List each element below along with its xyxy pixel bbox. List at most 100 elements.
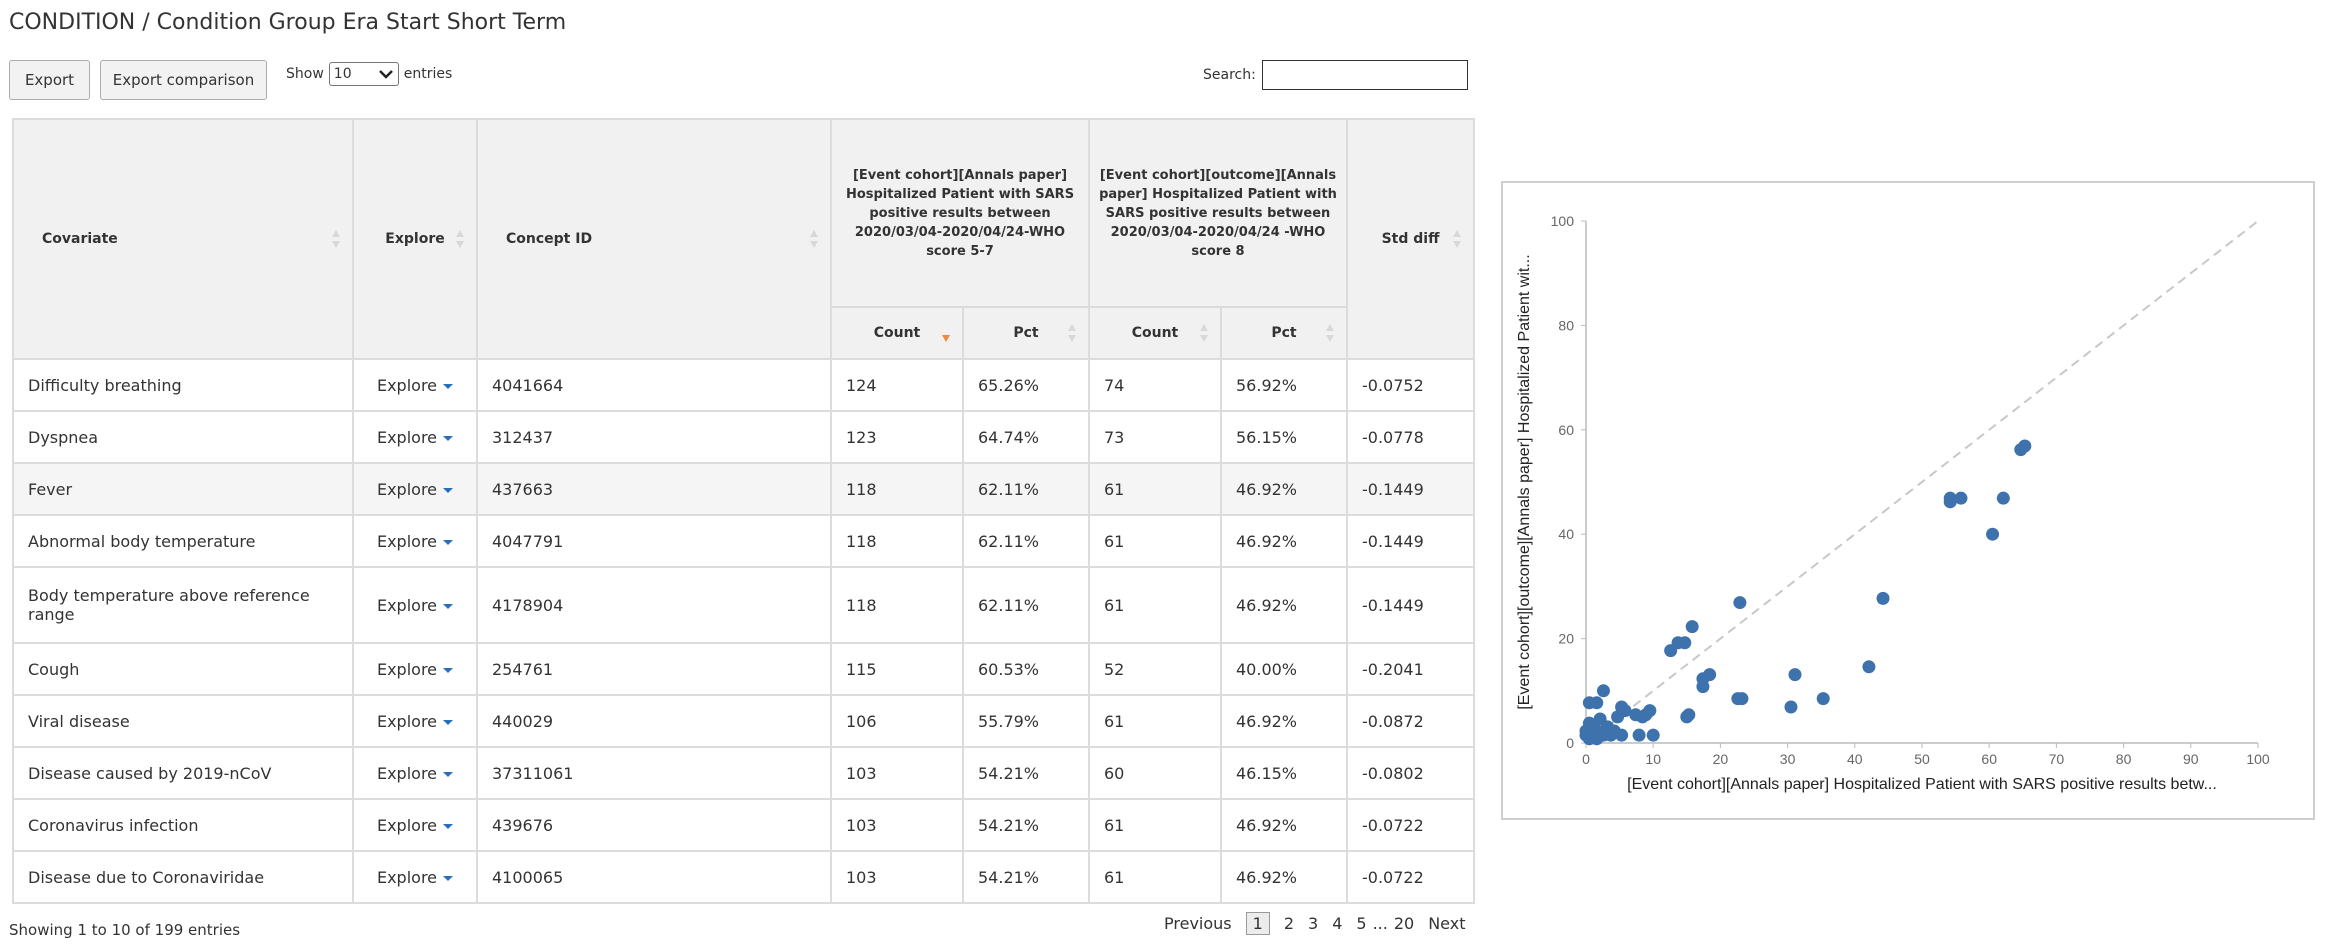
explore-dropdown[interactable]: Explore [352,410,478,464]
pct-comparator-cell: 46.92% [1220,462,1348,516]
data-point [1629,708,1643,722]
data-point [1680,710,1694,724]
explore-label: Explore [376,479,438,499]
count-comparator-cell: 61 [1088,462,1222,516]
concept-id-link[interactable]: 4100065 [476,850,832,904]
y-tick-label: 100 [1551,213,1575,229]
concept-id-link[interactable]: 4047791 [476,514,832,568]
table-row: Disease due to Coronaviridae Explore 41000… [12,850,1475,904]
pager-page[interactable]: 5 [1356,914,1367,933]
count-comparator-cell: 61 [1088,694,1222,748]
data-point [1996,491,2010,505]
pager-previous[interactable]: Previous [1164,914,1232,933]
pct-target-cell: 65.26% [962,358,1090,412]
pager-page[interactable]: 4 [1332,914,1343,933]
concept-id-link[interactable]: 440029 [476,694,832,748]
count-target-cell: 115 [830,642,964,696]
data-point [1788,668,1802,682]
header-pct-comparator[interactable]: Pct [1220,306,1348,360]
data-point [1646,728,1660,742]
explore-label: Explore [376,595,438,615]
pager-page[interactable]: 3 [1308,914,1319,933]
concept-id-link[interactable]: 254761 [476,642,832,696]
std-diff-cell: -0.0872 [1346,694,1475,748]
concept-id-link[interactable]: 312437 [476,410,832,464]
export-comparison-button[interactable]: Export comparison [100,60,267,100]
concept-id-link[interactable]: 437663 [476,462,832,516]
covariate-cell: Body temperature above reference range [12,566,354,644]
pager-page-current[interactable]: 1 [1245,912,1270,935]
data-point [1611,710,1625,724]
export-button[interactable]: Export [9,60,90,100]
count-target-cell: 103 [830,746,964,800]
count-comparator-cell: 60 [1088,746,1222,800]
explore-dropdown[interactable]: Explore [352,462,478,516]
data-point [1816,692,1830,706]
header-concept-id[interactable]: Concept ID [476,118,832,360]
pager-page[interactable]: 2 [1283,914,1294,933]
pct-target-cell: 62.11% [962,514,1090,568]
page-length-value: 10 [333,66,352,82]
pager-ellipsis: ... [1372,914,1388,933]
count-comparator-cell: 61 [1088,514,1222,568]
explore-dropdown[interactable]: Explore [352,798,478,852]
explore-dropdown[interactable]: Explore [352,642,478,696]
count-target-cell: 103 [830,850,964,904]
explore-dropdown[interactable]: Explore [352,358,478,412]
search-input[interactable] [1261,60,1468,90]
std-diff-cell: -0.2041 [1346,642,1475,696]
data-point [1862,660,1876,674]
explore-dropdown[interactable]: Explore [352,746,478,800]
x-tick-label: 90 [2183,751,2199,767]
sort-icon [1453,230,1461,248]
explore-label: Explore [376,531,438,551]
count-comparator-cell: 61 [1088,850,1222,904]
header-std-diff[interactable]: Std diff [1346,118,1475,360]
sort-icon [1068,324,1076,342]
explore-dropdown[interactable]: Explore [352,566,478,644]
x-tick-label: 20 [1713,751,1729,767]
x-tick-label: 70 [2049,751,2065,767]
sort-desc-icon [942,324,950,342]
y-tick-label: 60 [1558,422,1574,438]
pct-comparator-cell: 46.92% [1220,694,1348,748]
data-point [1731,692,1745,706]
header-count-target[interactable]: Count [830,306,964,360]
y-tick-label: 20 [1558,631,1574,647]
explore-dropdown[interactable]: Explore [352,850,478,904]
table-row: Fever Explore 437663 118 62.11% 61 46.92% -0.14… [12,462,1475,516]
x-tick-label: 0 [1582,751,1590,767]
header-covariate[interactable]: Covariate [12,118,354,360]
explore-dropdown[interactable]: Explore [352,514,478,568]
table-row: Cough Explore 254761 115 60.53% 52 40.00% -0.20… [12,642,1475,696]
caret-down-icon [443,875,454,881]
pct-target-cell: 62.11% [962,566,1090,644]
count-target-cell: 118 [830,566,964,644]
sort-icon [456,230,464,248]
page-length-select[interactable]: 10 [328,62,399,86]
explore-label: Explore [376,659,438,679]
explore-label: Explore [376,375,438,395]
explore-dropdown[interactable]: Explore [352,694,478,748]
count-comparator-cell: 52 [1088,642,1222,696]
pager-next[interactable]: Next [1428,914,1466,933]
concept-id-link[interactable]: 4178904 [476,566,832,644]
x-tick-label: 80 [2116,751,2132,767]
pager-page-last[interactable]: 20 [1393,914,1415,933]
pct-comparator-cell: 46.92% [1220,798,1348,852]
concept-id-link[interactable]: 4041664 [476,358,832,412]
pagination: Previous 1 2 3 4 5 ... 20 Next [1164,912,1465,935]
covariate-cell: Disease due to Coronaviridae [12,850,354,904]
data-point [1590,732,1604,746]
concept-id-link[interactable]: 439676 [476,798,832,852]
header-pct-target[interactable]: Pct [962,306,1090,360]
std-diff-cell: -0.0778 [1346,410,1475,464]
data-point [1943,491,1957,505]
data-point [1685,620,1699,634]
count-target-cell: 123 [830,410,964,464]
header-explore[interactable]: Explore [352,118,478,360]
covariate-cell: Viral disease [12,694,354,748]
header-count-comparator[interactable]: Count [1088,306,1222,360]
concept-id-link[interactable]: 37311061 [476,746,832,800]
explore-label: Explore [376,427,438,447]
